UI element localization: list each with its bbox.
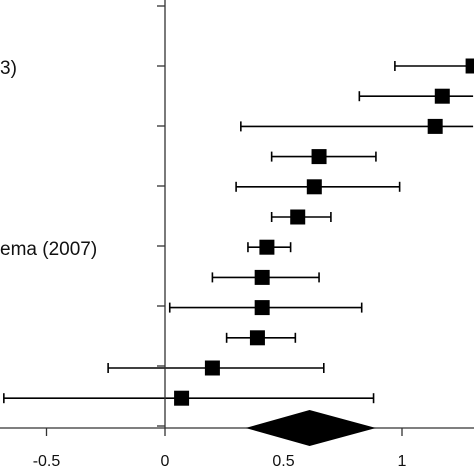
x-tick-label: 0.5 <box>272 453 294 470</box>
study-marker <box>311 149 327 165</box>
study-marker <box>204 360 220 376</box>
study-markers <box>174 58 474 406</box>
study-marker <box>427 118 443 134</box>
pooled-estimate <box>245 410 376 446</box>
study-labels: 3) ema (2007) <box>0 58 97 260</box>
study-marker <box>434 88 450 104</box>
x-tick-label: 0 <box>161 453 170 470</box>
pooled-diamond <box>245 410 376 446</box>
study-marker <box>249 330 265 346</box>
study-marker <box>254 300 270 316</box>
study-marker <box>254 269 270 285</box>
x-tick-labels: -0.5 0 0.5 1 <box>33 453 407 470</box>
study-marker <box>290 209 306 225</box>
x-tick-label: 1 <box>398 453 407 470</box>
study-marker <box>174 390 190 406</box>
axes <box>0 0 474 436</box>
study-marker <box>259 239 275 255</box>
study-marker <box>465 58 474 74</box>
study-marker <box>306 179 322 195</box>
study-label: ema (2007) <box>0 239 97 260</box>
confidence-intervals <box>3 61 474 404</box>
x-tick-label: -0.5 <box>33 453 61 470</box>
study-label: 3) <box>0 58 17 79</box>
